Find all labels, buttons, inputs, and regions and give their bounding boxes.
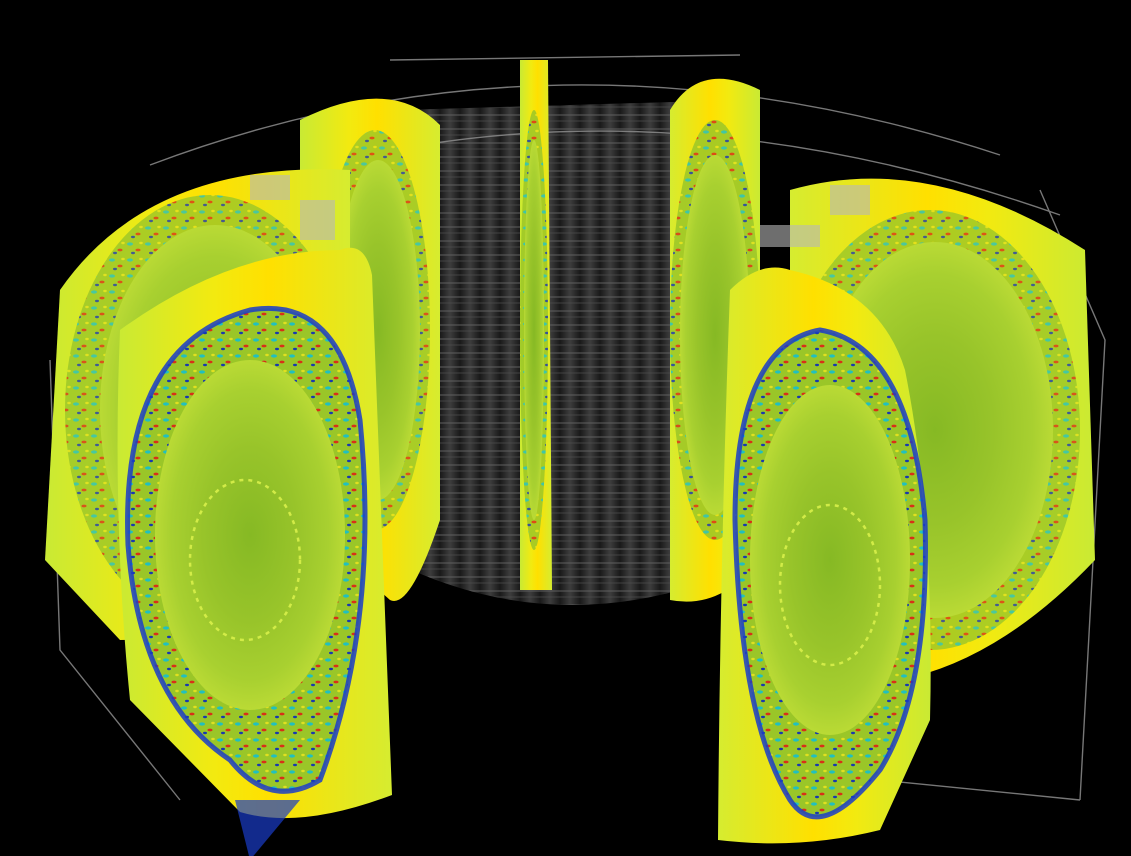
top-supports (250, 175, 870, 247)
back-slab-center (520, 60, 552, 590)
front-slab-left (117, 247, 393, 856)
front-slab-right (718, 267, 931, 844)
inner-wall (390, 100, 760, 605)
